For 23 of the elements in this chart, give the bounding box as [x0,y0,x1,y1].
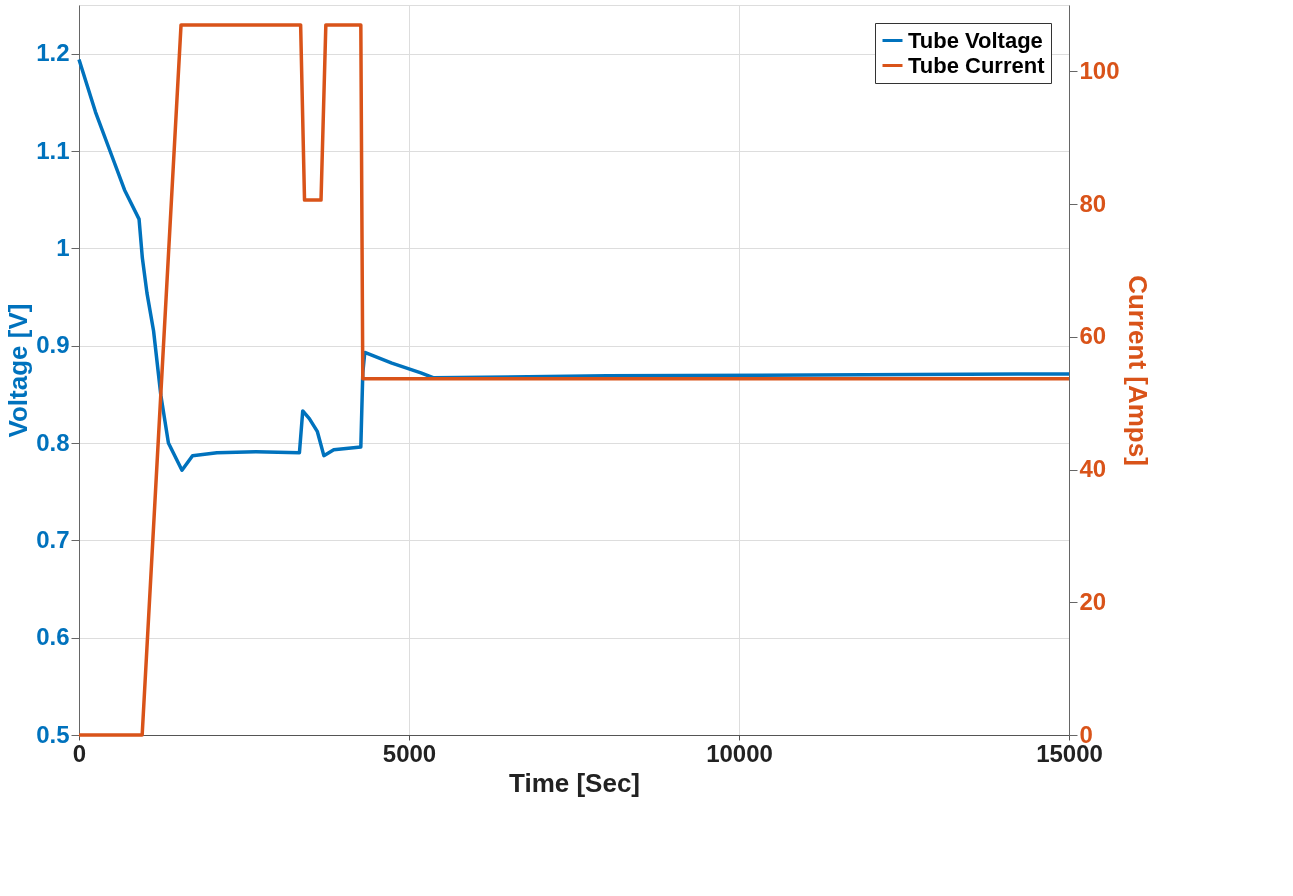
y2-tick-label: 80 [1079,189,1107,217]
y2-tick-label: 100 [1079,56,1120,84]
y2-tick-label: 20 [1079,587,1107,615]
y-tick-label: 0.7 [36,525,70,553]
y-tick-label: 0.8 [36,428,70,456]
legend-label: Tube Voltage [908,27,1043,53]
line-series [77,23,1071,737]
x-tick-label: 5000 [382,739,437,767]
y2-tick-label: 40 [1079,455,1107,483]
y-tick-label: 1.2 [36,39,70,67]
y2-axis-title: Current [Amps] [1122,275,1153,466]
y2-tick-label: 60 [1079,322,1107,350]
x-tick-label: 10000 [706,739,773,767]
y-tick-label: 1.1 [36,136,70,164]
y-tick-label: 1 [56,233,70,261]
x-axis-title: Time [Sec] [508,767,641,798]
legend-label: Tube Current [908,52,1046,78]
x-tick-label: 0 [72,739,87,767]
y-tick-label: 0.9 [36,331,70,359]
y-axis-title: Voltage [V] [3,303,34,438]
y-tick-label: 0.6 [36,623,70,651]
line-series [77,57,1071,472]
y-tick-label: 0.5 [36,720,70,748]
